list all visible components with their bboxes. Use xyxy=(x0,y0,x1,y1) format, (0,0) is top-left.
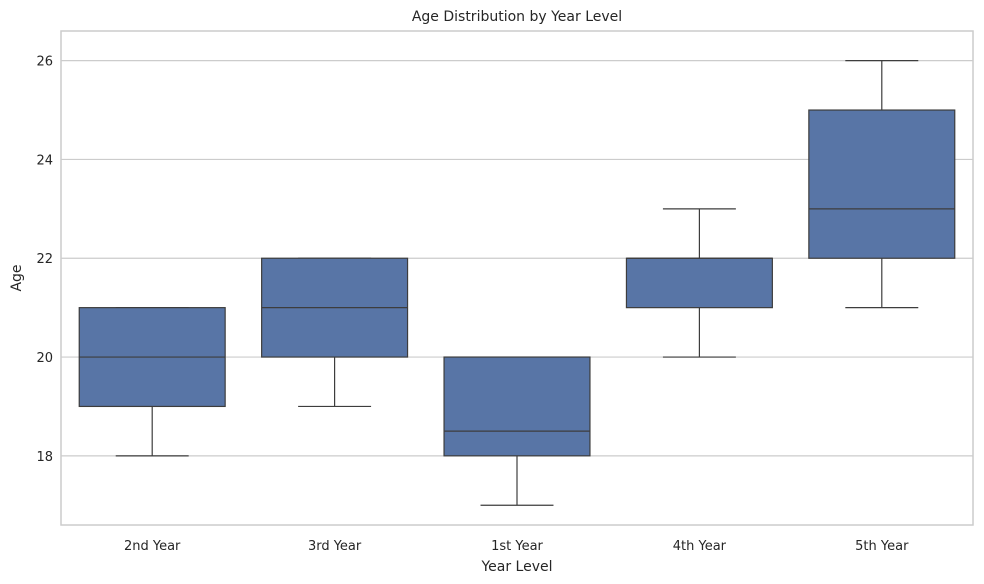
y-axis-ticks: 18 20 22 24 26 xyxy=(36,55,53,465)
box-5th-year xyxy=(808,60,956,309)
y-tick-label: 18 xyxy=(36,450,53,465)
y-tick-label: 20 xyxy=(36,351,53,366)
y-tick-label: 24 xyxy=(36,153,53,168)
iqr-box xyxy=(625,257,773,309)
box-4th-year xyxy=(625,208,773,358)
boxes xyxy=(78,60,956,506)
x-tick-label: 4th Year xyxy=(673,539,727,554)
x-tick-label: 2nd Year xyxy=(124,539,181,554)
iqr-box xyxy=(443,356,591,457)
y-tick-label: 22 xyxy=(36,252,53,267)
x-tick-label: 5th Year xyxy=(855,539,909,554)
y-tick-label: 26 xyxy=(36,55,53,70)
iqr-box xyxy=(808,109,956,259)
x-tick-label: 3rd Year xyxy=(308,539,362,554)
x-axis-ticks: 2nd Year 3rd Year 1st Year 4th Year 5th Year xyxy=(124,539,909,554)
x-tick-label: 1st Year xyxy=(491,539,543,554)
x-axis-label: Year Level xyxy=(480,559,552,575)
y-axis-label: Age xyxy=(9,264,25,291)
plot-frame xyxy=(60,30,974,526)
chart-title: Age Distribution by Year Level xyxy=(412,9,622,25)
box-3rd-year xyxy=(261,257,409,408)
box-2nd-year xyxy=(78,307,226,457)
box-1st-year xyxy=(443,356,591,506)
